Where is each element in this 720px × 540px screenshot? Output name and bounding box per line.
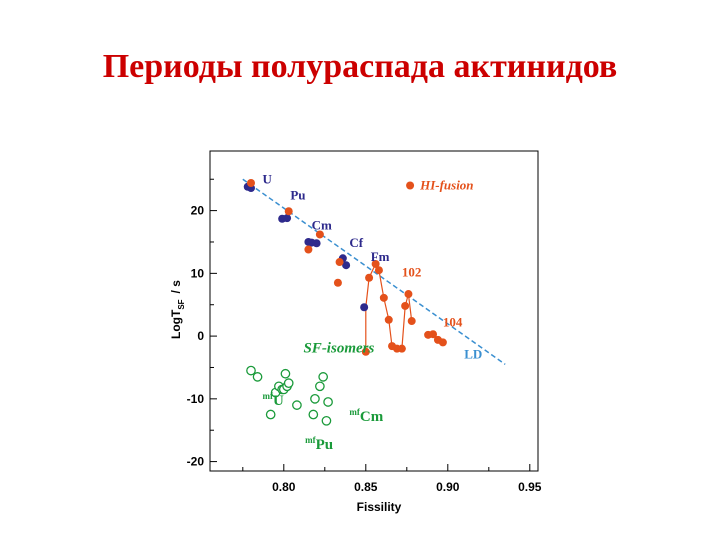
annotation-label: Cf [349, 235, 363, 250]
y-axis-label-main: LogT [169, 309, 183, 339]
annotation-label: mfPu [305, 435, 333, 453]
annotation-main: Cm [360, 409, 384, 425]
data-point-green [292, 400, 302, 410]
annotation-label: U [262, 172, 272, 187]
x-tick-label: 0.95 [518, 480, 542, 494]
annotation-label: mfCm [349, 407, 383, 425]
data-point-green [315, 381, 325, 392]
data-point-orange [384, 315, 393, 324]
data-point-green [283, 378, 294, 389]
annotation-main: U [273, 393, 284, 409]
x-tick-label: 0.80 [272, 480, 296, 494]
data-point-orange [404, 290, 413, 299]
axis-labels: Fissility LogTSF / s [169, 280, 402, 514]
y-axis-label-unit: / s [169, 280, 183, 294]
annotation-label: 104 [443, 315, 463, 330]
data-point-orange [379, 293, 388, 302]
data-point-orange [361, 347, 370, 356]
data-point-green [321, 415, 332, 426]
annotation-sup: mf [349, 407, 360, 417]
data-point-orange [335, 258, 344, 267]
x-tick-label: 0.85 [354, 480, 378, 494]
data-point-orange [401, 301, 410, 310]
annotation-label: 102 [402, 264, 422, 279]
axis-ticks: 0.80 0.85 0.90 0.95 20 10 0 -10 -20 [187, 178, 542, 494]
annotation-label: Fm [371, 249, 390, 264]
annotation-sup: mf [262, 391, 273, 401]
data-point-orange [284, 207, 293, 216]
data-point-blue [312, 239, 321, 248]
data-point-orange [374, 266, 383, 275]
data-point-blue [342, 261, 351, 270]
annotation-label: LD [464, 347, 482, 362]
x-tick-label: 0.90 [436, 480, 460, 494]
data-point-orange [438, 338, 447, 347]
data-point-orange [371, 259, 380, 268]
y-tick-label: 10 [191, 266, 205, 280]
data-point-blue [283, 214, 292, 223]
legend-label: HI-fusion [419, 178, 473, 193]
data-point-orange [407, 317, 416, 326]
ld-line [242, 178, 506, 365]
y-tick-label: 0 [197, 329, 204, 343]
plot-frame [209, 150, 539, 472]
slide-title: Периоды полураспада актинидов [102, 48, 618, 85]
data-point-green [252, 372, 263, 382]
data-point-green [308, 409, 319, 420]
legend-marker [406, 181, 415, 190]
data-point-orange [304, 245, 313, 254]
y-axis-label-sub: SF [177, 299, 186, 309]
data-point-orange [429, 330, 438, 339]
x-axis-label: Fissility [357, 500, 402, 514]
annotation-label: mfU [262, 391, 284, 409]
data-point-orange [333, 278, 342, 287]
data-point-green [265, 409, 276, 420]
data-point-orange [315, 230, 324, 239]
annotation-main: Pu [316, 437, 334, 453]
annotation-sup: mf [305, 435, 316, 445]
annotation-label: Cm [312, 217, 332, 232]
data-points [243, 179, 447, 426]
y-axis-label: LogTSF / s [169, 280, 186, 339]
data-point-orange [397, 344, 406, 353]
y-tick-label: 20 [191, 204, 205, 218]
data-point-green [280, 368, 291, 379]
data-point-green [323, 397, 333, 407]
data-point-green [246, 365, 256, 376]
annotation-label: Pu [290, 187, 305, 202]
data-point-green [318, 372, 329, 382]
legend: HI-fusion [406, 178, 474, 193]
data-point-blue [360, 303, 369, 312]
y-tick-label: -20 [187, 455, 205, 469]
data-point-orange [365, 273, 374, 282]
annotation-label: SF-isomers [303, 340, 374, 356]
data-point-green [310, 393, 320, 404]
ld-trend-line [242, 178, 506, 365]
y-tick-label: -10 [187, 392, 205, 406]
data-point-orange [247, 179, 255, 187]
